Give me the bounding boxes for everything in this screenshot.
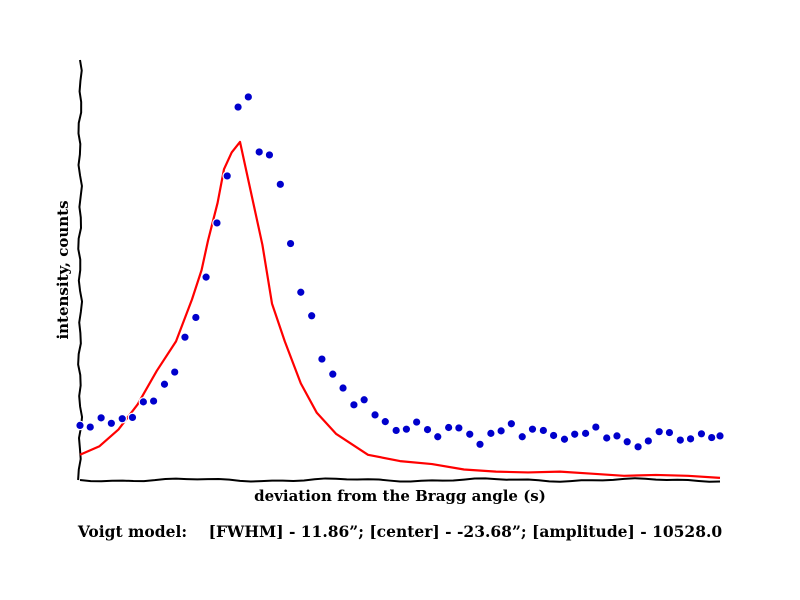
data-point — [222, 171, 232, 181]
data-point — [180, 332, 190, 342]
points-layer — [75, 92, 725, 452]
data-point — [559, 434, 570, 445]
data-point — [349, 400, 359, 410]
data-point — [706, 432, 717, 443]
data-point — [148, 396, 159, 406]
fit-parameters-caption: Voigt model: [FWHM] - 11.86”; [center] -… — [77, 522, 723, 541]
data-point — [601, 433, 612, 443]
data-point — [306, 310, 317, 321]
data-point — [401, 424, 412, 434]
x-axis-line — [79, 477, 721, 483]
data-point — [432, 431, 443, 442]
data-point — [295, 287, 306, 298]
data-point — [391, 425, 401, 436]
data-point — [127, 412, 138, 423]
x-axis-label: deviation from the Bragg angle (s) — [254, 487, 546, 505]
data-point — [685, 434, 696, 444]
data-point — [580, 428, 591, 439]
data-point — [85, 422, 96, 432]
data-point — [275, 179, 286, 190]
axes — [77, 59, 721, 483]
data-point — [254, 147, 265, 157]
data-point — [715, 431, 725, 441]
data-point — [675, 435, 686, 445]
y-axis-line — [77, 59, 84, 481]
voigt-fit-curve — [79, 140, 721, 479]
data-point — [506, 418, 517, 429]
data-point — [138, 397, 149, 407]
data-point — [159, 379, 170, 390]
data-point — [191, 312, 201, 323]
data-point — [443, 422, 454, 433]
data-point — [654, 426, 664, 437]
data-point — [285, 238, 296, 249]
data-point — [380, 416, 391, 427]
data-point — [96, 413, 106, 423]
data-point — [201, 272, 211, 282]
data-point — [411, 417, 422, 427]
data-point — [75, 420, 85, 431]
data-point — [169, 367, 180, 377]
data-point — [548, 430, 559, 441]
data-point — [264, 150, 275, 160]
data-point — [517, 431, 528, 442]
data-point — [591, 422, 601, 432]
data-point — [454, 423, 464, 433]
data-point — [359, 394, 369, 405]
data-point — [475, 439, 485, 450]
curve-layer — [79, 140, 721, 479]
data-point — [696, 428, 707, 439]
data-point — [422, 424, 433, 435]
data-point — [496, 426, 506, 436]
data-point — [370, 410, 380, 420]
data-point — [106, 418, 117, 429]
data-point — [622, 436, 632, 447]
data-point — [643, 436, 654, 446]
data-point — [486, 428, 496, 439]
data-point — [338, 383, 348, 393]
data-point — [233, 102, 243, 112]
data-point — [212, 218, 222, 228]
data-point — [464, 429, 475, 440]
data-point — [664, 427, 675, 438]
data-point — [327, 369, 338, 379]
data-point — [612, 431, 622, 441]
data-point — [243, 92, 254, 102]
data-point — [117, 413, 128, 424]
data-point — [538, 425, 549, 436]
data-point — [527, 424, 538, 434]
data-point — [317, 354, 327, 364]
data-point — [633, 442, 643, 452]
data-point — [569, 429, 580, 440]
y-axis-label: intensity, counts — [54, 200, 72, 339]
